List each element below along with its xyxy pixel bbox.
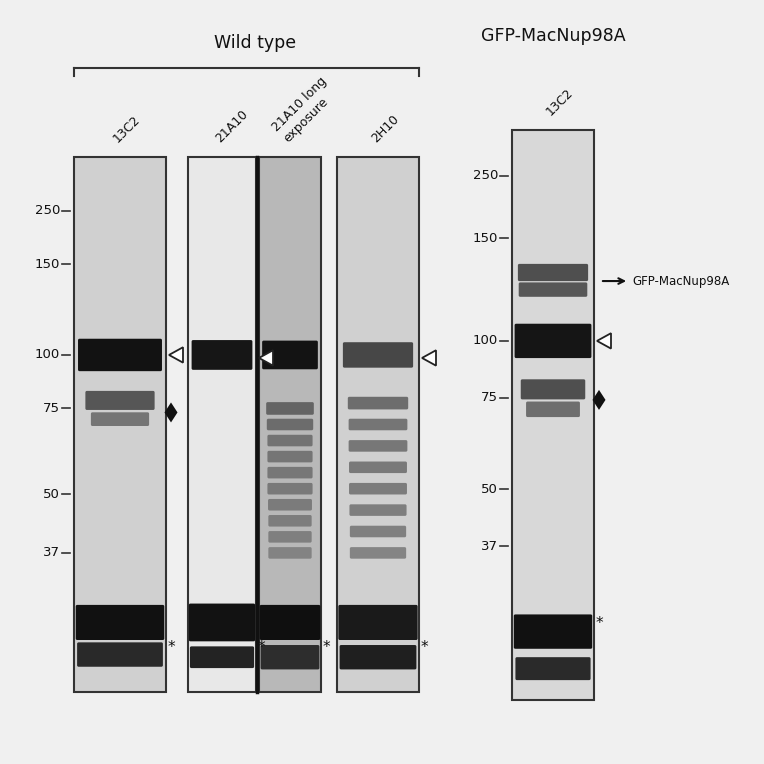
Text: 100: 100 [34, 348, 60, 361]
Text: 150: 150 [34, 257, 60, 270]
Polygon shape [169, 348, 183, 363]
Text: 50: 50 [43, 487, 60, 500]
FancyBboxPatch shape [340, 645, 416, 669]
Polygon shape [593, 390, 606, 410]
Text: Wild type: Wild type [214, 34, 296, 52]
FancyBboxPatch shape [266, 402, 314, 415]
FancyBboxPatch shape [267, 483, 312, 494]
FancyBboxPatch shape [86, 391, 154, 410]
FancyBboxPatch shape [76, 605, 164, 640]
FancyBboxPatch shape [262, 341, 318, 369]
Text: *: * [420, 639, 428, 655]
FancyBboxPatch shape [190, 646, 254, 668]
FancyBboxPatch shape [91, 413, 149, 426]
Text: 250: 250 [473, 169, 498, 182]
FancyBboxPatch shape [338, 605, 418, 640]
Text: 150: 150 [473, 231, 498, 244]
FancyBboxPatch shape [267, 419, 313, 430]
Text: *: * [595, 616, 603, 631]
Polygon shape [597, 333, 611, 348]
FancyBboxPatch shape [268, 515, 312, 526]
FancyBboxPatch shape [192, 340, 252, 370]
Text: 50: 50 [481, 483, 498, 496]
FancyBboxPatch shape [189, 604, 255, 641]
Text: GFP-MacNup98A: GFP-MacNup98A [632, 274, 730, 287]
FancyBboxPatch shape [260, 605, 320, 640]
FancyBboxPatch shape [526, 402, 580, 417]
FancyBboxPatch shape [519, 283, 588, 296]
FancyBboxPatch shape [268, 531, 312, 542]
Bar [512, 130, 594, 700]
Bar [188, 157, 256, 692]
Bar [259, 157, 321, 692]
FancyBboxPatch shape [348, 419, 407, 430]
Text: 21A10 long
exposure: 21A10 long exposure [270, 75, 340, 145]
Polygon shape [164, 403, 177, 422]
Text: 13C2: 13C2 [544, 86, 576, 118]
FancyBboxPatch shape [267, 467, 312, 478]
Text: *: * [167, 639, 175, 655]
Text: 75: 75 [481, 391, 498, 404]
FancyBboxPatch shape [518, 264, 588, 281]
FancyBboxPatch shape [267, 435, 312, 446]
FancyBboxPatch shape [261, 645, 319, 669]
Text: 13C2: 13C2 [111, 113, 143, 145]
FancyBboxPatch shape [348, 440, 407, 452]
FancyBboxPatch shape [77, 643, 163, 667]
FancyBboxPatch shape [515, 324, 591, 358]
FancyBboxPatch shape [78, 338, 162, 371]
Bar [74, 157, 166, 692]
FancyBboxPatch shape [268, 499, 312, 510]
Polygon shape [259, 350, 273, 366]
FancyBboxPatch shape [268, 547, 312, 558]
FancyBboxPatch shape [267, 451, 312, 462]
Polygon shape [422, 350, 436, 366]
Text: 2H10: 2H10 [369, 112, 401, 145]
Text: 100: 100 [473, 335, 498, 348]
Text: 75: 75 [43, 402, 60, 415]
FancyBboxPatch shape [350, 547, 406, 558]
Text: 37: 37 [481, 539, 498, 552]
Text: *: * [257, 639, 265, 655]
Bar [337, 157, 419, 692]
FancyBboxPatch shape [513, 614, 592, 649]
FancyBboxPatch shape [349, 483, 407, 494]
Text: 21A10: 21A10 [213, 108, 251, 145]
FancyBboxPatch shape [516, 657, 591, 680]
Text: GFP-MacNup98A: GFP-MacNup98A [481, 27, 625, 45]
FancyBboxPatch shape [521, 379, 585, 400]
Text: 37: 37 [43, 546, 60, 559]
Text: *: * [322, 639, 330, 655]
FancyBboxPatch shape [350, 526, 406, 537]
Text: 250: 250 [34, 204, 60, 217]
FancyBboxPatch shape [348, 397, 408, 410]
FancyBboxPatch shape [343, 342, 413, 367]
FancyBboxPatch shape [349, 504, 406, 516]
FancyBboxPatch shape [349, 461, 407, 473]
